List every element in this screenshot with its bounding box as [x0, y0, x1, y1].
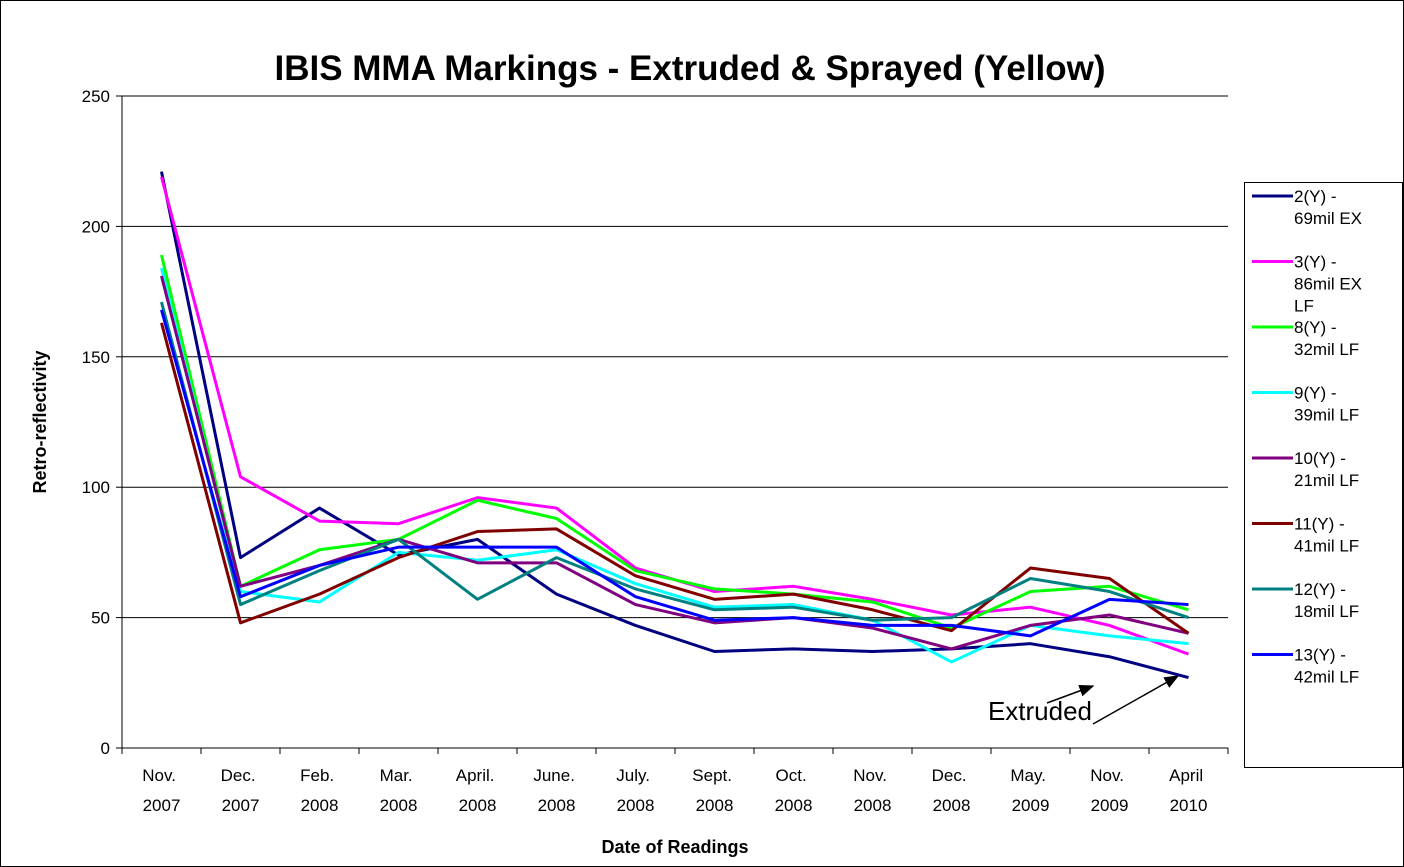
x-tick-label: May. 2009	[1010, 766, 1050, 815]
legend-label: 2(Y) - 69mil EX	[1294, 187, 1362, 228]
series-line	[160, 171, 1189, 680]
x-tick-label: Dec. 2007	[221, 766, 261, 815]
series-line	[160, 254, 1189, 630]
x-tick-label: Oct. 2008	[775, 766, 813, 815]
y-tick-label: 150	[82, 348, 110, 367]
x-tick-label: April 2010	[1169, 766, 1208, 815]
series-line	[160, 267, 1189, 664]
annotation: Extruded	[988, 696, 1092, 726]
series-line	[160, 309, 1189, 638]
x-tick-label: Nov. 2008	[853, 766, 891, 815]
legend-label: 9(Y) - 39mil LF	[1294, 384, 1359, 425]
x-tick-label: Nov. 2009	[1090, 766, 1128, 815]
x-tick-label: Mar. 2008	[380, 766, 418, 815]
x-tick-label: Feb. 2008	[300, 766, 339, 815]
y-axis-label: Retro-reflectivity	[30, 350, 50, 493]
x-axis-label: Date of Readings	[601, 837, 748, 857]
series-line	[160, 322, 1190, 635]
legend-label: 13(Y) - 42mil LF	[1294, 646, 1359, 687]
legend-label: 3(Y) - 86mil EX LF	[1294, 253, 1367, 316]
x-tick-label: Dec. 2008	[932, 766, 972, 815]
x-tick-label: June. 2008	[533, 766, 579, 815]
y-tick-label: 0	[101, 739, 110, 758]
x-tick-label: Sept. 2008	[692, 766, 736, 815]
x-tick-label: July. 2008	[616, 766, 654, 815]
legend-label: 10(Y) - 21mil LF	[1294, 449, 1359, 490]
legend	[1244, 182, 1403, 768]
annotation-arrow	[1092, 675, 1180, 725]
x-tick-label: April. 2008	[456, 766, 499, 815]
series-line	[160, 301, 1189, 622]
y-tick-label: 200	[82, 217, 110, 236]
legend-label: 12(Y) - 18mil LF	[1294, 580, 1359, 621]
y-tick-label: 100	[82, 478, 110, 497]
chart-title: IBIS MMA Markings - Extruded & Sprayed (…	[274, 49, 1105, 88]
legend-label: 8(Y) - 32mil LF	[1294, 318, 1359, 359]
x-tick-label: Nov. 2007	[142, 766, 180, 815]
y-tick-label: 50	[91, 609, 110, 628]
annotation-arrow	[1046, 685, 1095, 704]
legend-label: 11(Y) - 41mil LF	[1294, 515, 1359, 556]
y-tick-label: 250	[82, 87, 110, 106]
